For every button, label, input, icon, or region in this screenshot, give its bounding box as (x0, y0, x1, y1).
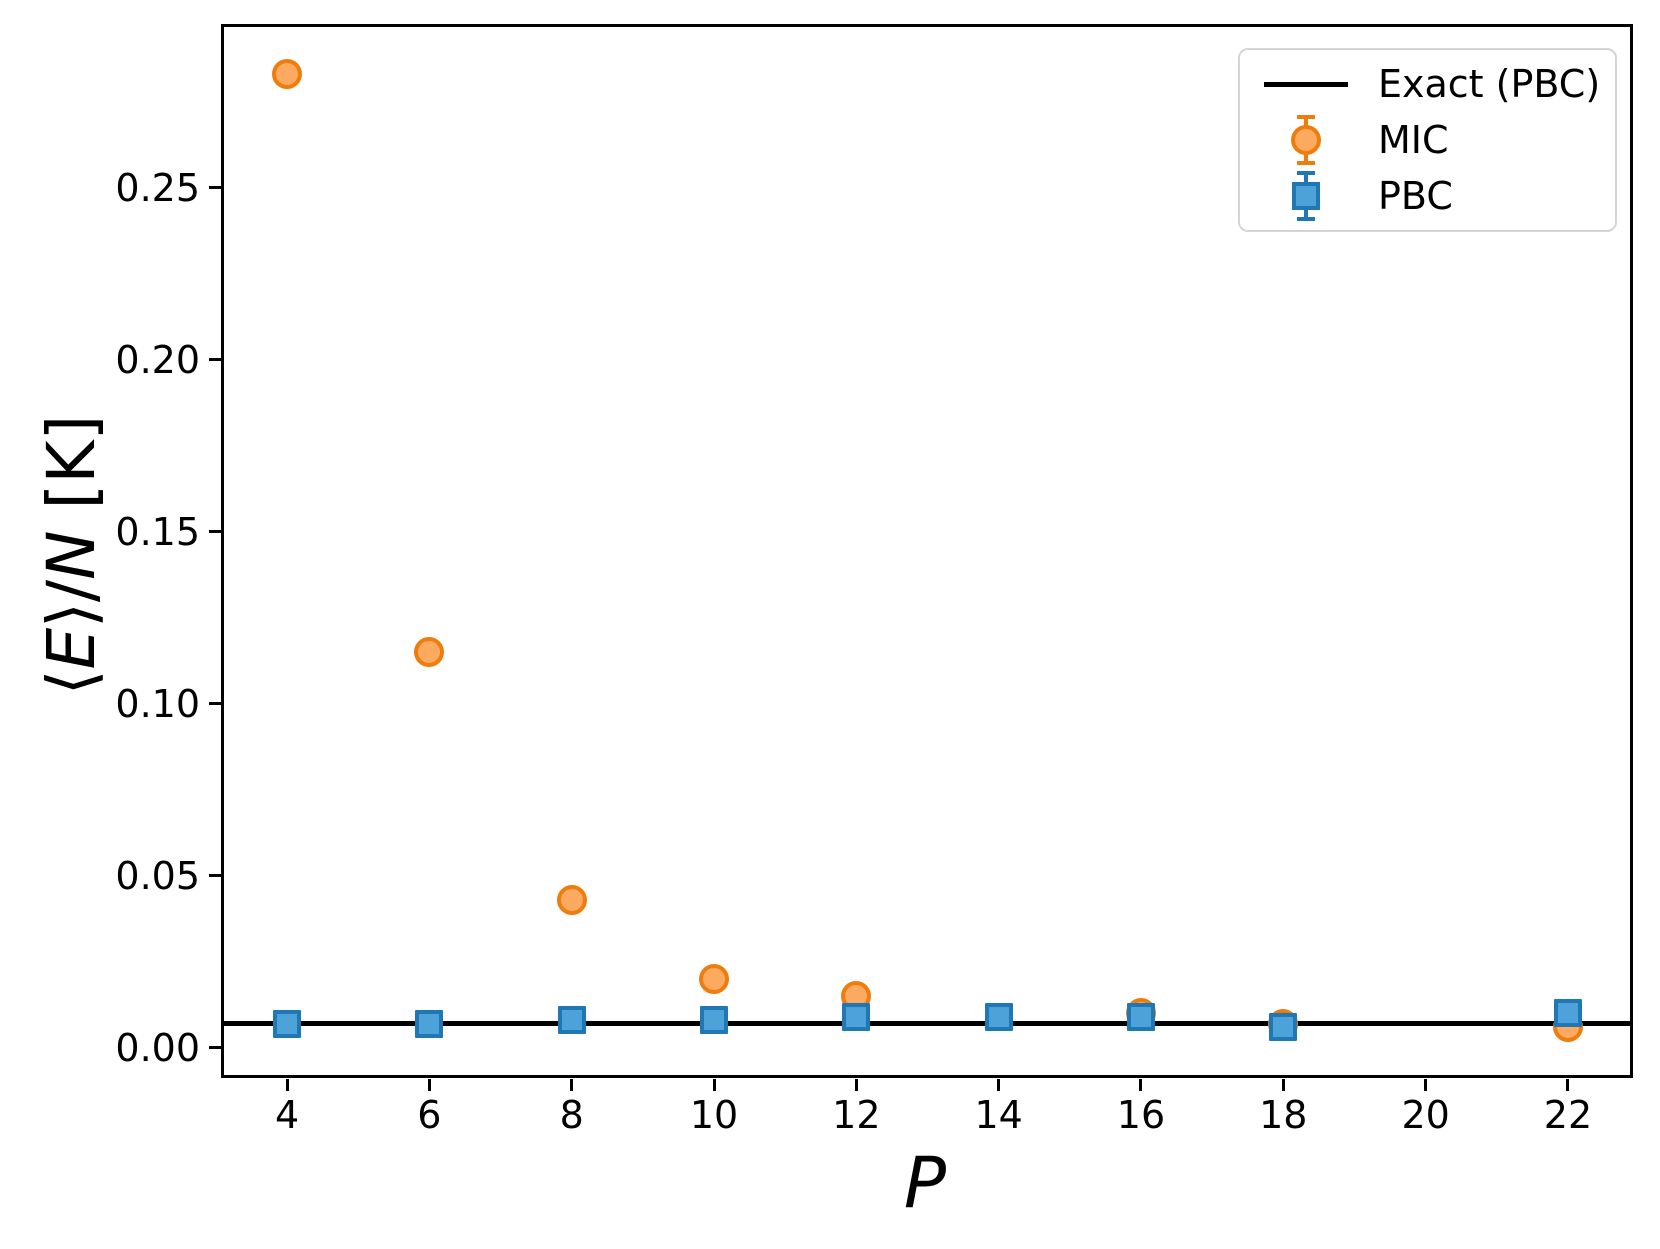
mic-marker (414, 637, 445, 668)
y-tick-label: 0.05 (115, 853, 200, 898)
mic-marker (699, 963, 729, 994)
y-tick-label: 0.10 (115, 681, 200, 726)
y-tick (209, 358, 221, 362)
x-tick-label: 8 (559, 1093, 584, 1137)
x-tick (285, 1078, 289, 1091)
y-tick (209, 186, 221, 190)
pbc-marker (1126, 1002, 1155, 1031)
legend-label: Exact (PBC) (1378, 62, 1601, 106)
x-tick (1424, 1078, 1428, 1091)
legend-entry-exact-pbc-: Exact (PBC) (1250, 56, 1605, 112)
errorbar-cap-top (1297, 171, 1315, 175)
x-tick (712, 1078, 716, 1091)
x-tick (570, 1078, 574, 1091)
errorbar-cap-top (1297, 115, 1315, 119)
y-tick-label: 0.25 (115, 165, 200, 210)
x-tick-label: 20 (1401, 1093, 1450, 1137)
errorbar-circle-icon (1250, 115, 1362, 165)
pbc-marker (1269, 1013, 1298, 1042)
x-tick (997, 1078, 1001, 1091)
legend-label: MIC (1378, 118, 1449, 162)
legend: Exact (PBC) MIC PBC (1238, 48, 1617, 232)
pbc-marker (273, 1009, 302, 1038)
legend-label: PBC (1378, 174, 1453, 218)
plot-frame (221, 24, 1633, 1078)
pbc-marker (984, 1002, 1013, 1031)
errorbar-cap-bottom (1297, 161, 1315, 165)
y-tick (209, 702, 221, 706)
y-axis-label-part: ⟩/ (33, 579, 110, 628)
x-tick (1139, 1078, 1143, 1091)
x-tick-label: 10 (689, 1093, 739, 1137)
x-tick (1566, 1078, 1570, 1091)
line-swatch (1250, 81, 1362, 87)
square-marker-icon (1292, 182, 1320, 210)
errorbar-square-icon (1250, 171, 1362, 221)
x-tick-label: 4 (274, 1093, 300, 1137)
pbc-marker (700, 1006, 728, 1035)
x-tick (854, 1078, 858, 1091)
errorbar-cap-bottom (1297, 217, 1315, 221)
y-tick-label: 0.20 (115, 337, 200, 382)
x-tick-label: 18 (1259, 1093, 1308, 1137)
x-tick-label: 6 (417, 1093, 442, 1137)
y-tick-label: 0.00 (115, 1025, 200, 1070)
x-tick (1281, 1078, 1285, 1091)
y-tick-label: 0.15 (115, 509, 200, 554)
y-tick (209, 530, 221, 534)
exact-line-swatch (1264, 81, 1348, 87)
y-tick (209, 1046, 221, 1050)
pbc-marker (1553, 999, 1582, 1028)
y-axis-label-part: E (33, 627, 110, 670)
y-tick (209, 874, 221, 878)
legend-entry-mic: MIC (1250, 112, 1605, 168)
errorbar-glyph (1289, 171, 1323, 221)
x-tick-label: 16 (1116, 1093, 1166, 1137)
x-axis-label: P (903, 1142, 947, 1224)
x-tick (427, 1078, 431, 1091)
exact-pbc-line (224, 1021, 1631, 1027)
y-axis-label: ⟨E⟩/N [K] (33, 415, 110, 696)
pbc-marker (557, 1006, 586, 1035)
pbc-marker (842, 1002, 871, 1031)
x-tick-label: 14 (974, 1093, 1023, 1137)
circle-marker-icon (1291, 125, 1321, 155)
pbc-marker (415, 1009, 444, 1038)
x-tick-label: 22 (1543, 1093, 1593, 1137)
mic-marker (556, 884, 587, 915)
mic-marker (272, 59, 303, 90)
errorbar-glyph (1289, 115, 1323, 165)
legend-entry-pbc: PBC (1250, 168, 1605, 224)
x-tick-label: 12 (832, 1093, 881, 1137)
